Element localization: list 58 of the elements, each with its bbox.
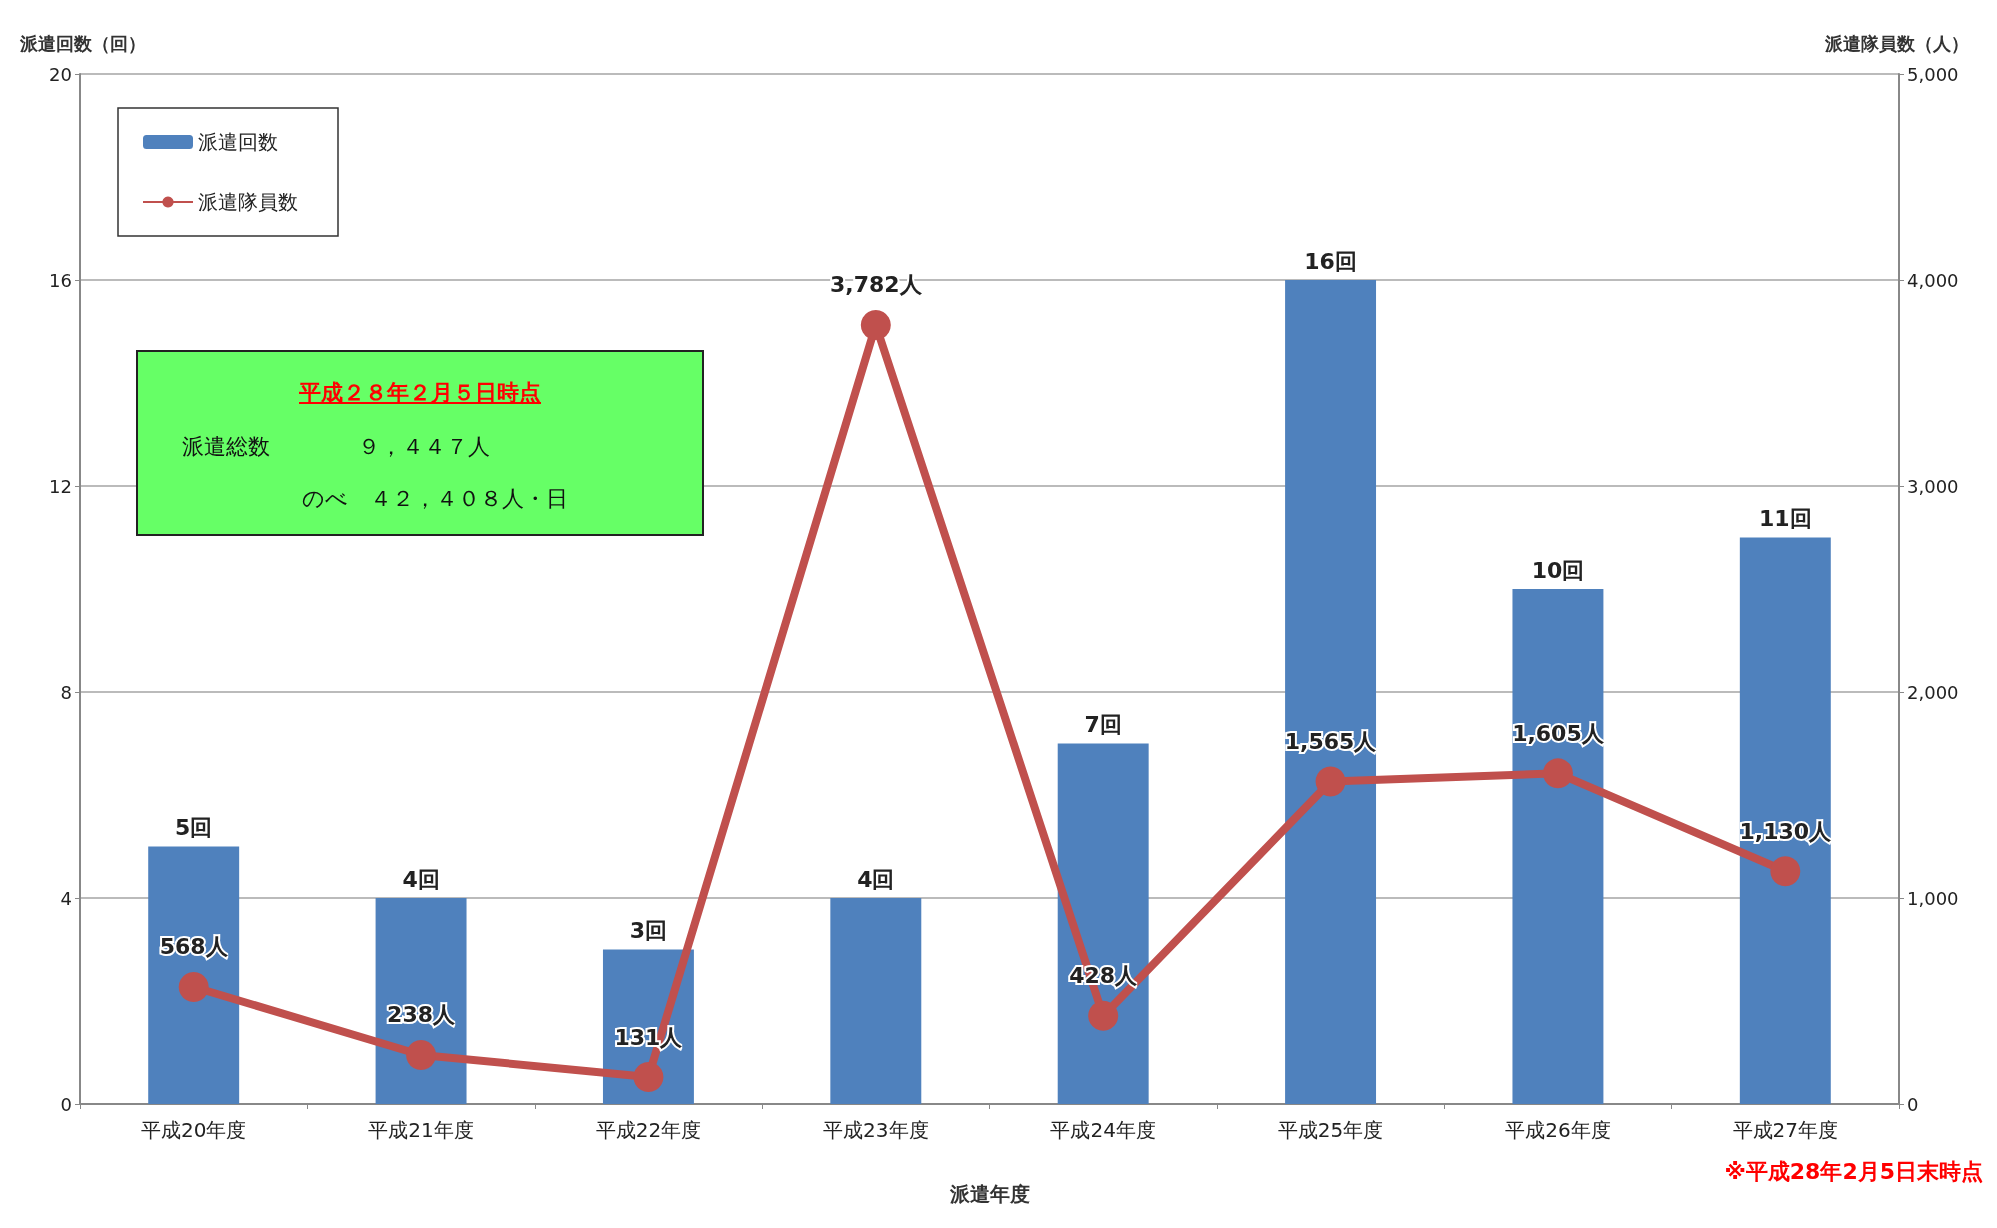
point bbox=[178, 972, 209, 1002]
data-label: 4回 bbox=[857, 866, 895, 892]
data-label: 5回 bbox=[175, 815, 213, 840]
x-tick-label: 平成25年度 bbox=[1277, 1118, 1384, 1142]
x-tick-label: 平成21年度 bbox=[368, 1118, 474, 1142]
y2-tick-label: 0 bbox=[1907, 1093, 1919, 1115]
y-tick-label: 12 bbox=[49, 475, 72, 497]
y2-tick-label: 1,000 bbox=[1907, 887, 1959, 909]
bar bbox=[1512, 589, 1604, 1104]
data-label: 10回 bbox=[1531, 557, 1585, 583]
y2-axis-title: 派遣隊員数（人） bbox=[1824, 32, 1969, 54]
y-tick-label: 20 bbox=[49, 63, 72, 85]
x-tick-label: 平成23年度 bbox=[823, 1118, 929, 1142]
annotation: のべ ４２，４０８人・日 bbox=[302, 485, 568, 513]
y-tick-label: 8 bbox=[60, 681, 72, 703]
bar bbox=[1057, 743, 1149, 1104]
data-label: 3回 bbox=[629, 918, 668, 943]
bar bbox=[1285, 280, 1377, 1104]
point bbox=[1770, 856, 1801, 887]
data-label: 4回 bbox=[402, 866, 440, 892]
annotation: 平成２８年２月５日時点 bbox=[298, 379, 542, 407]
x-axis-title: 派遣年度 bbox=[948, 1182, 1030, 1206]
y2-tick-label: 3,000 bbox=[1907, 475, 1959, 497]
bar bbox=[375, 898, 467, 1104]
note-box: 平成２８年２月５日時点 派遣総数 ９，４４７人 のべ ４２，４０８人・日 bbox=[136, 350, 704, 536]
data-label: 1,565人 bbox=[1284, 729, 1378, 755]
point bbox=[633, 1062, 664, 1093]
point bbox=[1542, 758, 1573, 789]
text: ※平成28年2月5日末時点 bbox=[1724, 1158, 1984, 1184]
legend-label: 派遣回数 bbox=[198, 130, 278, 154]
data-label: 1,130人 bbox=[1739, 818, 1833, 844]
bar bbox=[148, 846, 240, 1104]
point bbox=[860, 309, 891, 340]
y-tick-label: 16 bbox=[49, 269, 72, 291]
data-label: 16回 bbox=[1304, 248, 1357, 274]
y2-tick-label: 2,000 bbox=[1907, 681, 1959, 703]
point bbox=[1088, 1000, 1119, 1031]
point bbox=[1315, 766, 1346, 797]
legend-label: 派遣隊員数 bbox=[198, 190, 298, 214]
bar bbox=[830, 898, 922, 1104]
x-tick-label: 平成27年度 bbox=[1732, 1118, 1839, 1142]
y2-tick-label: 4,000 bbox=[1907, 269, 1959, 291]
x-tick-label: 平成26年度 bbox=[1505, 1118, 1611, 1142]
y-tick-label: 4 bbox=[60, 887, 72, 909]
y-tick-label: 0 bbox=[60, 1093, 72, 1115]
y2-tick-label: 5,000 bbox=[1907, 63, 1959, 85]
point bbox=[406, 1039, 437, 1070]
x-tick-label: 平成24年度 bbox=[1050, 1118, 1156, 1142]
data-label: 3,782人 bbox=[830, 272, 923, 298]
x-tick-label: 平成22年度 bbox=[595, 1118, 702, 1142]
annotation: 派遣総数 ９，４４７人 bbox=[182, 433, 490, 461]
data-label: 11回 bbox=[1759, 506, 1812, 531]
data-label: 238人 bbox=[387, 1002, 457, 1028]
data-label: 7回 bbox=[1084, 712, 1122, 737]
bar bbox=[1739, 537, 1831, 1104]
data-label: 568人 bbox=[159, 934, 229, 960]
x-tick-label: 平成20年度 bbox=[140, 1118, 247, 1142]
y-axis-title: 派遣回数（回） bbox=[19, 32, 146, 54]
